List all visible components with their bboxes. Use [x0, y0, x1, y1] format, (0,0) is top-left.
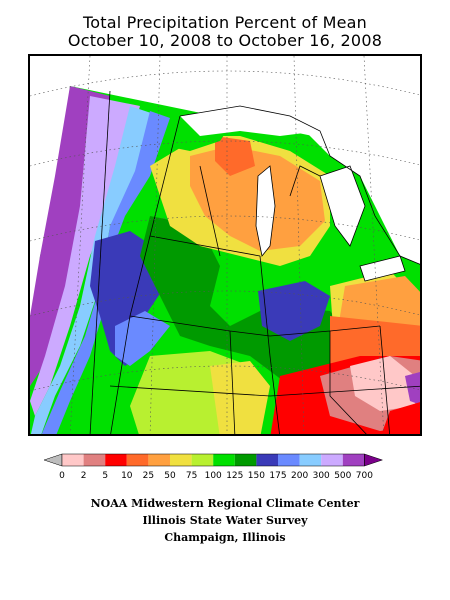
precipitation-map-canvas: [30, 56, 420, 434]
legend-color-chip: [105, 454, 127, 466]
legend-color-chip: [213, 454, 235, 466]
map-title-line-1: Total Precipitation Percent of Mean: [83, 13, 367, 32]
legend-color-chip: [342, 454, 365, 466]
legend-color-chip: [299, 454, 322, 466]
legend-color-chip: [278, 454, 300, 466]
legend-arrow-high: [364, 453, 384, 467]
legend-tick-label: 0: [59, 471, 65, 481]
legend-color-chip: [256, 454, 278, 466]
legend-tick-label: 50: [164, 471, 176, 481]
legend-tick-label: 75: [186, 471, 197, 481]
legend-tick-label: 500: [334, 471, 351, 481]
graticule: [30, 56, 420, 434]
legend-tick-label: 200: [291, 471, 308, 481]
legend-tick-label: 700: [356, 471, 373, 481]
zone-purple-southeast: [405, 372, 420, 405]
zone-yellow-south: [210, 361, 270, 434]
legend-color-chip: [126, 454, 149, 466]
legend-color-chip: [62, 454, 84, 466]
legend-color-chip: [321, 454, 343, 466]
legend-tick-label: 175: [269, 471, 286, 481]
color-legend: 0 2 5 10 25 50 75 100 125 150 175 200 300 500 700: [43, 453, 384, 481]
legend-color-chip: [234, 454, 257, 466]
credit-organization: NOAA Midwestern Regional Climate Center: [90, 497, 360, 510]
state-boundaries: [89, 90, 420, 434]
lake-erie: [360, 256, 405, 281]
legend-color-chip: [170, 454, 192, 466]
canada-nodata: [70, 56, 420, 265]
lake-michigan: [256, 166, 275, 256]
legend-tick-label: 2: [81, 471, 87, 481]
legend-color-chip: [83, 454, 106, 466]
legend-tick-label: 300: [313, 471, 330, 481]
legend-tick-label: 100: [205, 471, 222, 481]
zone-darkblue-east: [258, 281, 330, 341]
precipitation-map: [28, 54, 422, 436]
zone-darkorange-north: [215, 136, 255, 176]
zone-darkgreen-corridor: [140, 216, 350, 386]
credit-survey: Illinois State Water Survey: [142, 514, 308, 527]
legend-tick-label: 150: [248, 471, 265, 481]
legend-color-chip: [148, 454, 170, 466]
credit-location: Champaign, Illinois: [164, 531, 286, 544]
legend-tick-label: 5: [102, 471, 108, 481]
legend-color-chip: [191, 454, 214, 466]
legend-tick-label: 10: [121, 471, 133, 481]
legend-tick-label: 25: [143, 471, 154, 481]
zone-red-southeast-tip: [381, 402, 420, 434]
legend-arrow-low: [43, 453, 63, 467]
lake-huron: [320, 166, 365, 246]
legend-tick-label: 125: [226, 471, 243, 481]
map-title-line-2: October 10, 2008 to October 16, 2008: [67, 31, 383, 50]
legend-outline: [61, 453, 365, 467]
lake-superior: [180, 106, 320, 136]
zone-pink-southeast: [350, 356, 415, 411]
